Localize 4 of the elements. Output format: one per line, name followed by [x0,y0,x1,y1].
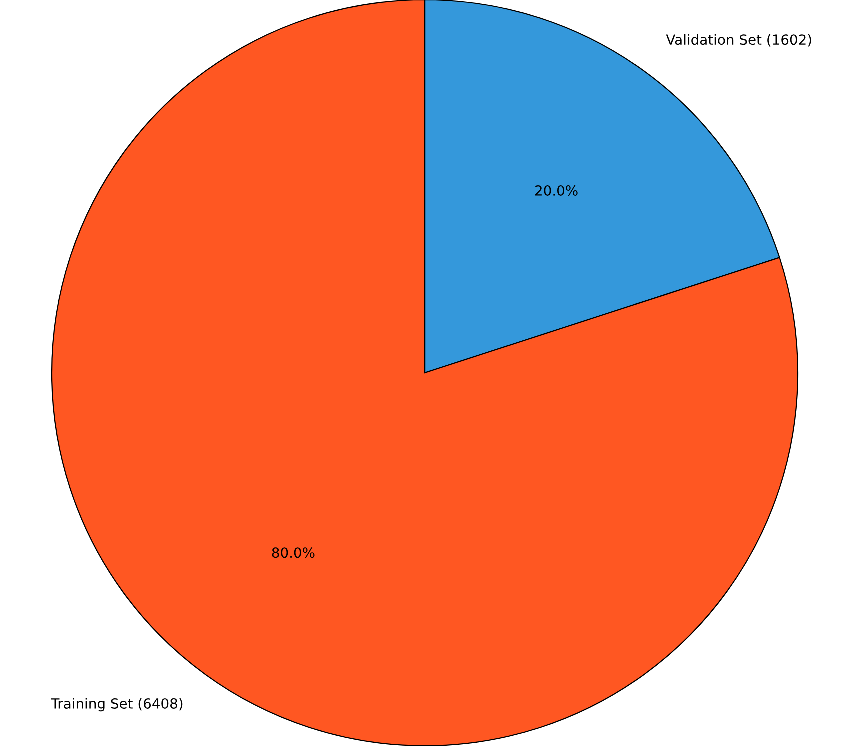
data-label: 20.0% [536,185,578,196]
slice-label: Training Set (6408) [51,698,183,712]
data-label: 80.0% [272,548,315,558]
slice-label: Validation Set (1602) [666,34,812,47]
